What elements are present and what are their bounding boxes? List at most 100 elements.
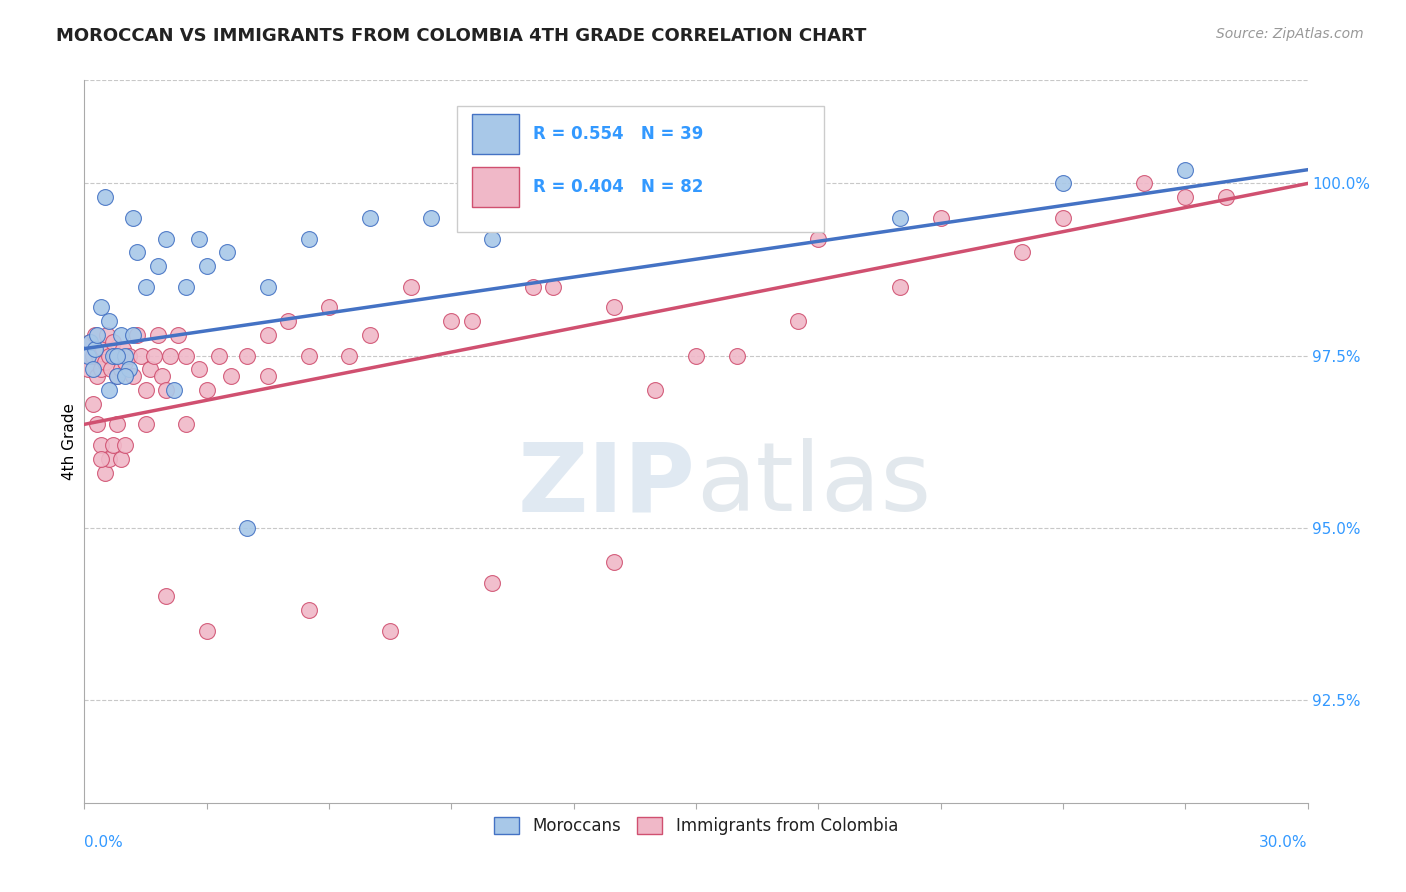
Point [1174,190,1197,204]
Point [146,259,169,273]
Point [105,349,128,363]
Point [208,349,231,363]
Point [725,349,748,363]
Point [195,383,218,397]
Point [929,211,952,225]
Point [97,383,120,397]
Point [105,369,128,384]
Point [97,451,120,466]
Point [1052,177,1074,191]
Point [150,369,173,384]
Point [79,334,101,349]
Point [82,349,104,363]
Point [118,349,141,363]
Point [159,349,181,363]
Point [1215,190,1237,204]
Point [163,383,186,397]
Text: 0.0%: 0.0% [84,835,124,850]
Legend: Moroccans, Immigrants from Colombia: Moroccans, Immigrants from Colombia [486,810,905,841]
Point [93,190,115,204]
Point [685,349,707,363]
Point [461,314,484,328]
Point [110,362,132,376]
Text: R = 0.404   N = 82: R = 0.404 N = 82 [533,178,703,196]
FancyBboxPatch shape [457,105,824,232]
Point [105,417,128,432]
Point [766,177,789,191]
Point [114,438,136,452]
Point [440,314,463,328]
Point [155,590,177,604]
Point [195,259,218,273]
Point [135,383,157,397]
Point [97,314,120,328]
Point [167,327,190,342]
Text: atlas: atlas [696,438,931,532]
Point [112,342,135,356]
Point [359,211,381,225]
Point [110,327,132,342]
FancyBboxPatch shape [472,114,519,154]
Point [86,417,108,432]
Point [122,211,145,225]
Point [97,349,120,363]
Point [420,211,443,225]
Point [101,349,124,363]
Point [1174,162,1197,177]
Point [298,231,321,245]
FancyBboxPatch shape [472,167,519,207]
Point [644,383,666,397]
Y-axis label: 4th Grade: 4th Grade [62,403,77,480]
Point [82,397,104,411]
Point [217,245,239,260]
Point [77,349,100,363]
Point [1052,211,1074,225]
Point [142,349,165,363]
Point [90,301,112,315]
Point [131,349,153,363]
Point [91,342,114,356]
Point [105,369,128,384]
Text: 30.0%: 30.0% [1260,835,1308,850]
Point [77,362,100,376]
Point [787,314,810,328]
Point [135,279,157,293]
Point [90,362,112,376]
Point [1133,177,1156,191]
Point [298,603,321,617]
Point [889,211,911,225]
Point [138,362,160,376]
Point [93,355,115,369]
Point [93,466,115,480]
Point [522,279,544,293]
Point [644,190,666,204]
Point [83,342,105,356]
Point [339,349,361,363]
Point [75,349,97,363]
Point [86,327,108,342]
Point [155,231,177,245]
Point [96,327,118,342]
Text: R = 0.554   N = 39: R = 0.554 N = 39 [533,125,703,143]
Point [86,369,108,384]
Text: Source: ZipAtlas.com: Source: ZipAtlas.com [1216,27,1364,41]
Point [114,355,136,369]
Point [174,349,197,363]
Point [236,520,259,534]
Point [108,349,131,363]
Point [114,349,136,363]
Point [135,417,157,432]
Point [174,279,197,293]
Point [127,245,149,260]
Point [82,362,104,376]
Point [195,624,218,638]
Point [174,417,197,432]
Point [83,327,105,342]
Point [219,369,242,384]
Point [257,327,280,342]
Point [359,327,381,342]
Point [187,231,209,245]
Point [257,369,280,384]
Point [543,279,565,293]
Text: MOROCCAN VS IMMIGRANTS FROM COLOMBIA 4TH GRADE CORRELATION CHART: MOROCCAN VS IMMIGRANTS FROM COLOMBIA 4TH… [56,27,866,45]
